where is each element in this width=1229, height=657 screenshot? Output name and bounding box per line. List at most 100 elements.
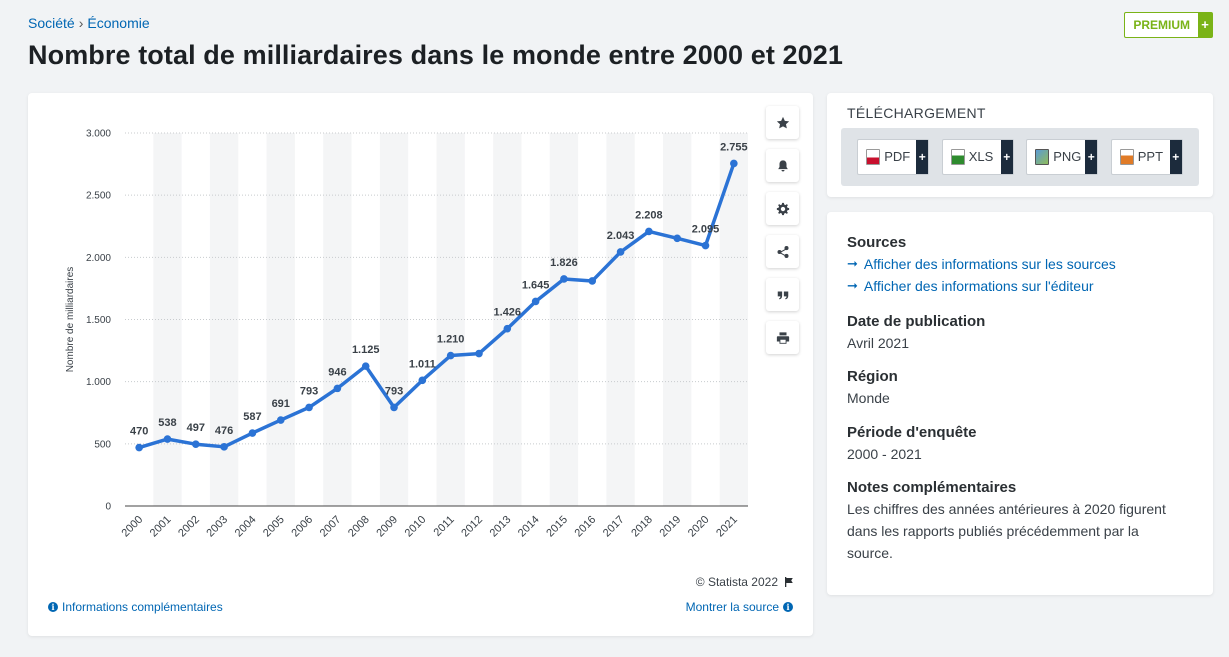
bell-icon	[777, 159, 788, 171]
x-tick-label: 2019	[658, 514, 684, 540]
chart-card: 0 500 1.000 1.500 2.000 2.500 3.000 Nombre de m…	[28, 93, 813, 636]
data-point	[531, 297, 540, 306]
x-tick-label: 2003	[204, 514, 230, 540]
publication-section: Date de publication Avril 2021	[847, 313, 985, 354]
download-png-button[interactable]: PNG +	[1026, 139, 1099, 175]
data-point	[220, 443, 228, 451]
data-label: 1.426	[494, 307, 522, 319]
data-point	[616, 248, 625, 256]
data-label: 2.043	[607, 230, 635, 242]
download-xls-button[interactable]: XLS +	[941, 139, 1014, 175]
column-band	[323, 133, 352, 506]
column-band	[436, 133, 465, 506]
data-label: 1.011	[409, 358, 436, 370]
y-tick-label: 0	[105, 502, 111, 513]
notes-section: Notes complémentaires Les chiffres des a…	[847, 479, 1187, 564]
x-tick-label: 2009	[374, 514, 400, 540]
data-point	[673, 234, 682, 243]
premium-badge[interactable]: PREMIUM +	[1124, 12, 1213, 38]
cite-button[interactable]	[766, 278, 799, 311]
x-tick-label: 2021	[714, 514, 740, 540]
x-tick-label: 2020	[686, 514, 712, 540]
breadcrumb-economie[interactable]: Économie	[87, 15, 150, 31]
publication-heading: Date de publication	[847, 313, 986, 330]
x-tick-label: 2007	[318, 514, 344, 540]
x-tick-label: 2010	[403, 514, 429, 540]
data-point	[503, 324, 512, 333]
data-point	[163, 435, 172, 443]
period-heading: Période d'enquête	[847, 424, 977, 441]
data-point	[305, 403, 313, 412]
pdf-file-icon	[866, 149, 881, 165]
data-label: 946	[328, 366, 346, 378]
x-tick-label: 2006	[289, 514, 315, 540]
period-section: Période d'enquête 2000 - 2021	[847, 424, 976, 465]
alert-button[interactable]	[766, 149, 799, 182]
show-source-link[interactable]: Montrer la source i	[686, 600, 793, 614]
x-tick-label: 2012	[459, 514, 485, 540]
show-source-label: Montrer la source	[685, 600, 779, 614]
region-value: Monde	[847, 390, 890, 406]
gear-icon	[776, 202, 789, 215]
copyright-credit: © Statista 2022	[696, 575, 795, 589]
data-label: 1.645	[522, 279, 550, 291]
line-chart: 0 500 1.000 1.500 2.000 2.500 3.000 Nombre de m…	[65, 129, 748, 540]
data-label: 793	[300, 385, 318, 397]
plus-icon: +	[916, 140, 929, 174]
y-axis-label: Nombre de milliardaires	[65, 267, 76, 373]
sources-info-link[interactable]: ➞ Afficher des informations sur les sour…	[847, 253, 1116, 275]
sources-heading: Sources	[847, 234, 907, 251]
x-tick-label: 2004	[233, 514, 259, 540]
y-tick-label: 2.000	[86, 253, 111, 264]
x-tick-label: 2017	[601, 514, 627, 540]
flag-icon[interactable]	[783, 576, 795, 588]
publisher-info-link[interactable]: ➞ Afficher des informations sur l'éditeu…	[847, 275, 1116, 297]
data-label: 587	[243, 411, 261, 423]
info-icon: i	[783, 602, 793, 612]
download-pdf-label: PDF	[884, 149, 911, 164]
data-label: 793	[385, 385, 403, 397]
data-label: 538	[158, 417, 176, 429]
sources-info-label: Afficher des informations sur les source…	[863, 256, 1116, 272]
x-tick-label: 2016	[573, 514, 599, 540]
data-point	[588, 277, 597, 285]
x-tick-label: 2005	[261, 514, 287, 540]
download-pdf-button[interactable]: PDF +	[857, 139, 930, 175]
premium-plus-icon: +	[1198, 13, 1212, 37]
data-point	[560, 275, 568, 283]
sources-section: Sources ➞ Afficher des informations sur …	[847, 234, 1116, 297]
quote-icon	[777, 291, 788, 299]
favorite-button[interactable]	[766, 106, 799, 139]
notes-heading: Notes complémentaires	[847, 479, 1017, 496]
breadcrumb: Société › Économie	[28, 15, 150, 31]
page-title: Nombre total de milliardaires dans le mo…	[28, 40, 844, 70]
data-label: 1.826	[550, 257, 578, 269]
data-label: 2.755	[720, 141, 748, 153]
data-point	[390, 403, 398, 412]
png-file-icon	[1035, 149, 1050, 165]
notes-value: Les chiffres des années antérieures à 20…	[847, 501, 1166, 561]
download-ppt-button[interactable]: PPT +	[1110, 139, 1183, 175]
y-tick-label: 2.500	[86, 191, 111, 202]
download-png-label: PNG	[1053, 149, 1082, 164]
premium-label: PREMIUM	[1133, 18, 1190, 32]
chart-toolbar	[766, 106, 799, 354]
arrow-right-icon: ➞	[847, 256, 858, 271]
print-button[interactable]	[766, 321, 799, 354]
breadcrumb-societe[interactable]: Société	[28, 15, 75, 31]
download-xls-label: XLS	[968, 149, 994, 164]
column-band	[379, 133, 409, 506]
series-line	[137, 161, 736, 450]
data-point	[645, 227, 653, 236]
ppt-file-icon	[1119, 149, 1134, 165]
more-info-link[interactable]: i Informations complémentaires	[48, 600, 223, 614]
share-button[interactable]	[766, 235, 799, 268]
data-point	[276, 416, 285, 424]
settings-button[interactable]	[766, 192, 799, 225]
x-tick-label: 2015	[544, 514, 570, 540]
x-tick-label: 2000	[119, 514, 145, 540]
x-tick-label: 2014	[516, 514, 542, 540]
x-tick-label: 2002	[176, 514, 202, 540]
data-point	[333, 384, 342, 393]
x-tick-label: 2013	[488, 514, 514, 540]
